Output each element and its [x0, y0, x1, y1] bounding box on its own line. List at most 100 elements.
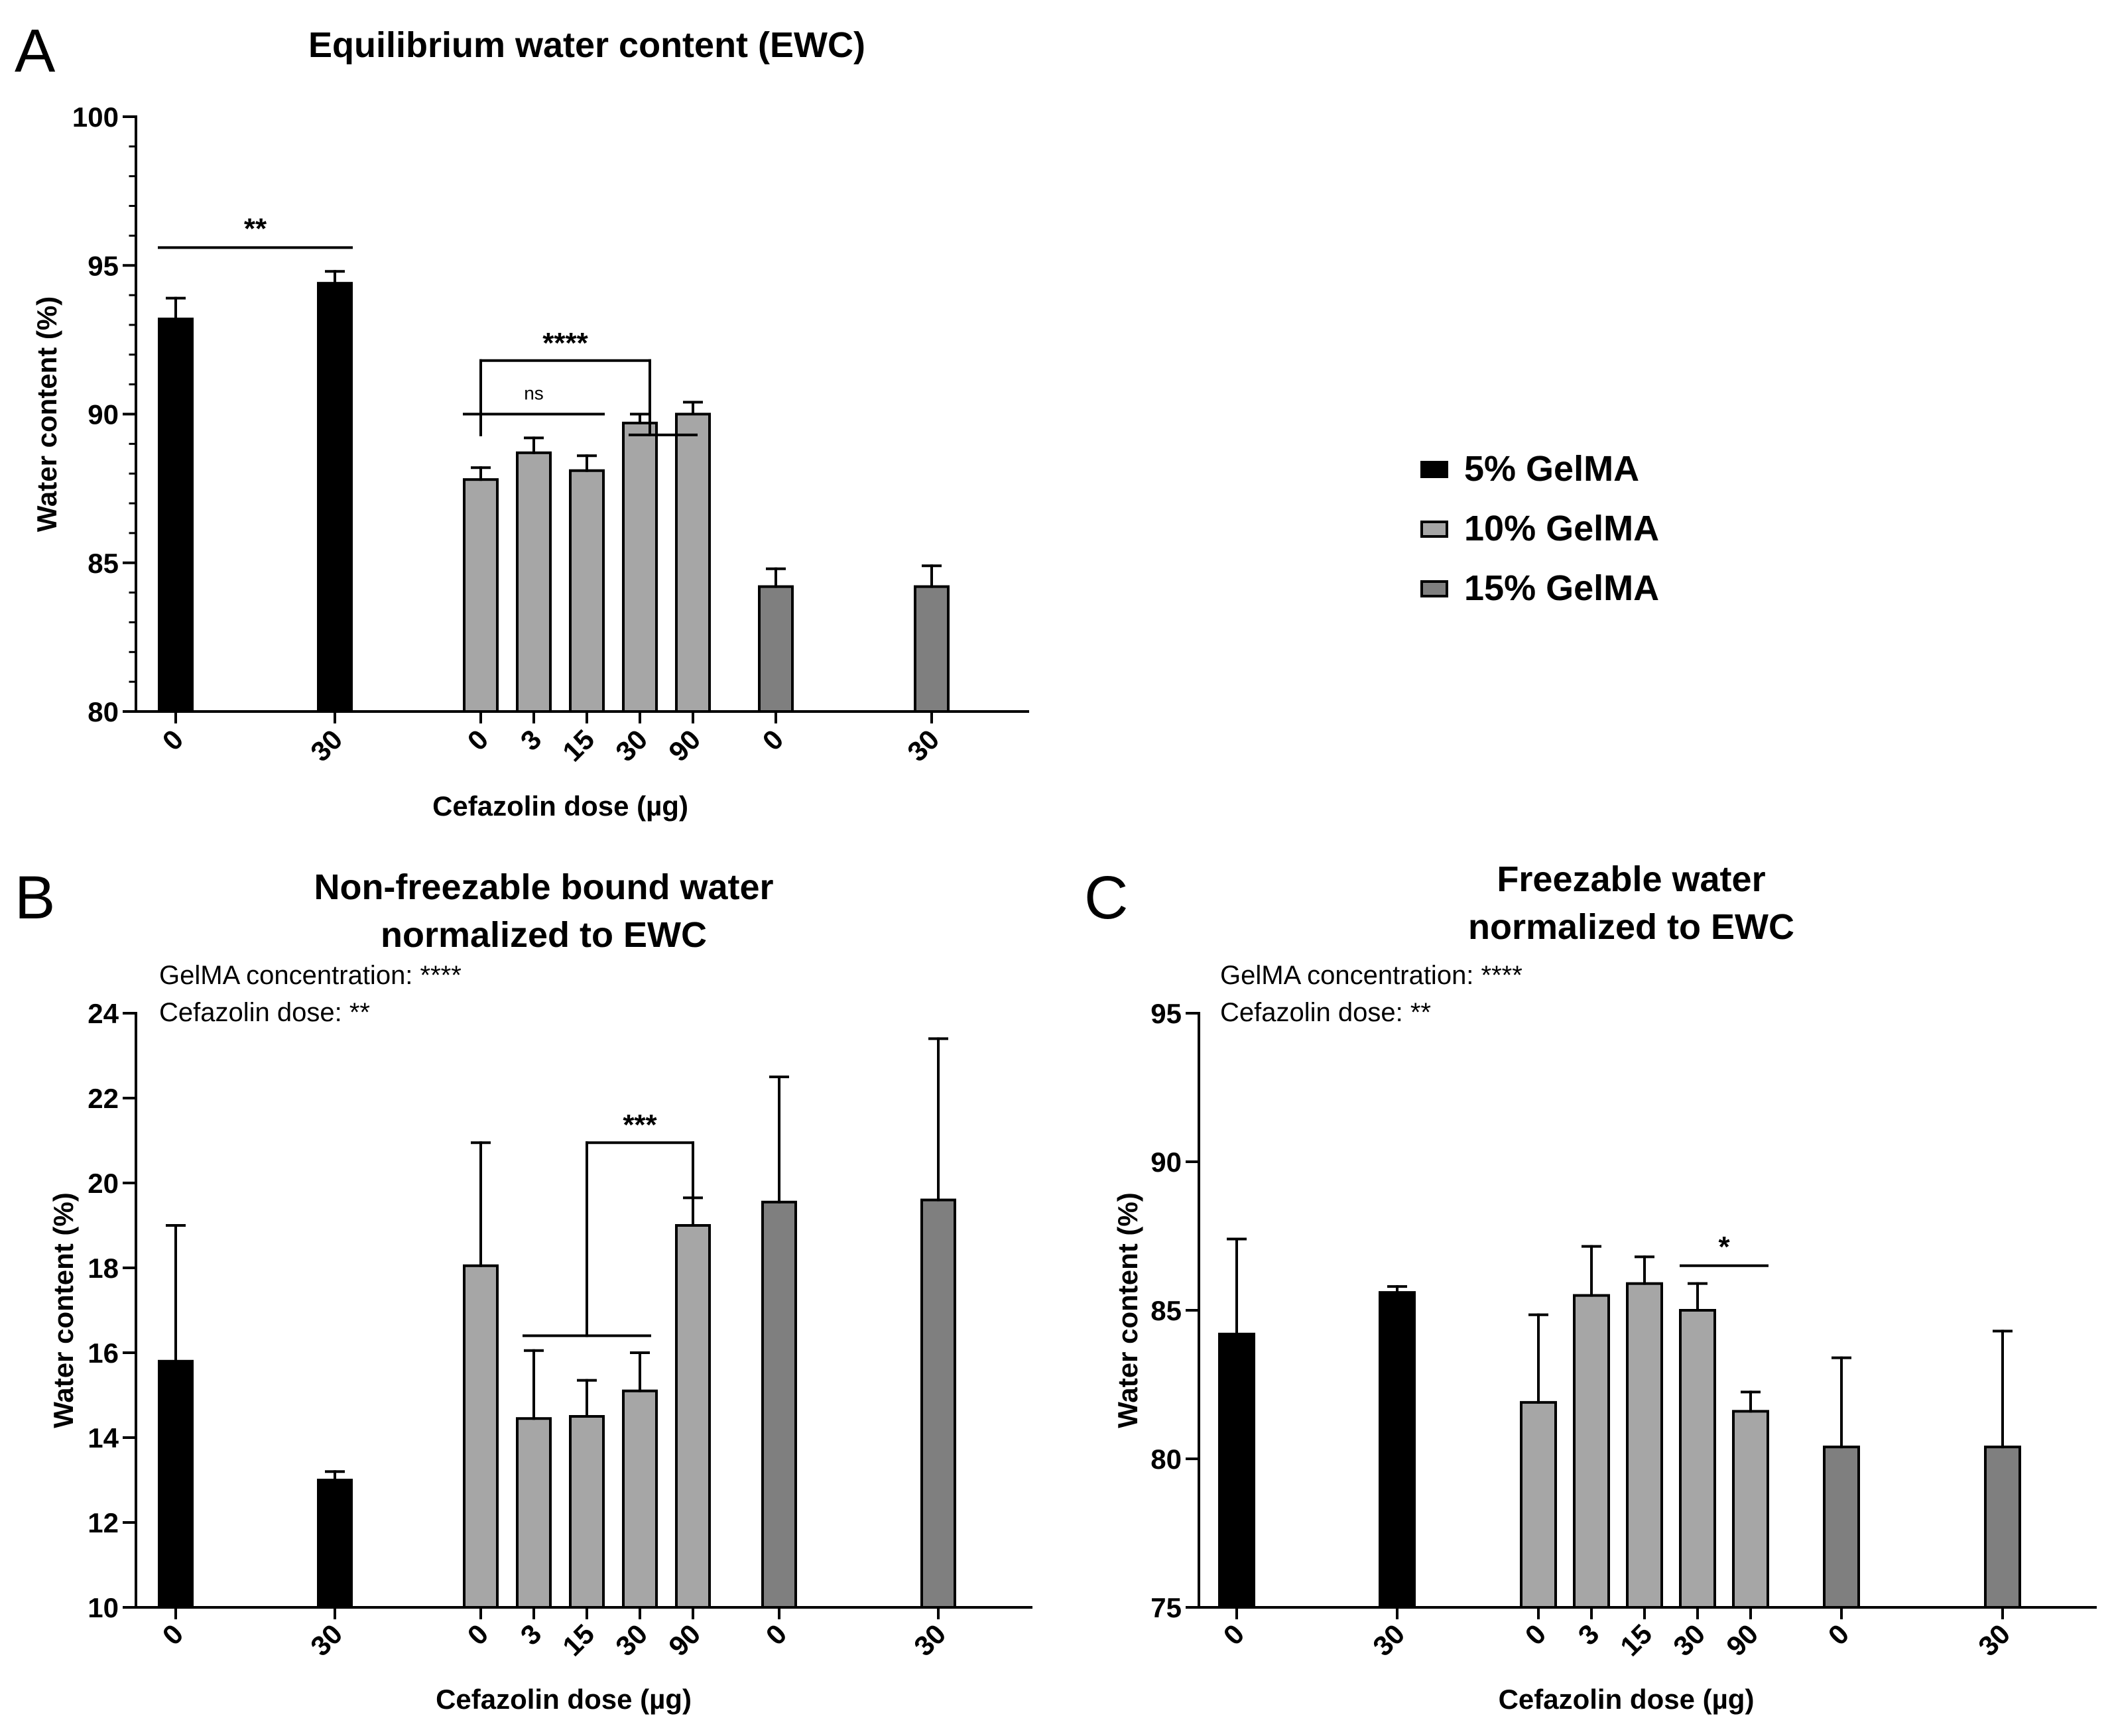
x-tick-label: 30 [609, 1618, 653, 1662]
bar [516, 451, 552, 713]
y-tick-label: 20 [88, 1168, 119, 1199]
significance-label: ** [244, 212, 267, 245]
bar [463, 1264, 499, 1609]
bar [463, 478, 499, 713]
legend-swatch [1420, 580, 1448, 597]
y-tick-label: 80 [1150, 1444, 1182, 1475]
y-tick-label: 18 [88, 1253, 119, 1284]
panel-letter: B [15, 864, 55, 932]
bar [569, 1415, 605, 1609]
y-tick-label: 100 [72, 101, 119, 133]
panel-letter: C [1084, 864, 1128, 932]
legend: 5% GelMA 10% GelMA 15% GelMA [1420, 449, 1659, 608]
bar [675, 1224, 711, 1609]
chart-title-line: normalized to EWC [1468, 907, 1794, 947]
legend-swatch [1420, 461, 1448, 478]
y-tick-label: 10 [88, 1592, 119, 1623]
x-tick-label: 0 [1217, 1618, 1251, 1651]
panel-letter: A [15, 17, 56, 85]
x-tick-label: 3 [1572, 1618, 1605, 1651]
x-axis-label: Cefazolin dose (µg) [1499, 1684, 1755, 1715]
x-tick-label: 90 [1720, 1618, 1764, 1662]
x-tick-label: 0 [760, 1618, 793, 1651]
bar [1732, 1410, 1769, 1609]
bar [1379, 1291, 1416, 1609]
bar [516, 1417, 552, 1609]
y-tick-label: 22 [88, 1083, 119, 1114]
x-tick-label: 0 [462, 723, 495, 757]
y-tick-label: 90 [1150, 1147, 1182, 1178]
bar [158, 1359, 194, 1609]
bar [914, 585, 950, 713]
stats-note: GelMA concentration: **** [159, 961, 462, 990]
y-axis-label: Water content (%) [31, 296, 62, 532]
y-tick-label: 12 [88, 1507, 119, 1538]
y-tick-label: 24 [88, 998, 119, 1029]
x-tick-label: 30 [1667, 1618, 1711, 1662]
bar [317, 1479, 353, 1609]
x-tick-label: 15 [1614, 1618, 1658, 1662]
bar [758, 585, 794, 713]
y-tick-label: 75 [1150, 1592, 1182, 1623]
x-axis-label: Cefazolin dose (µg) [432, 790, 688, 822]
x-tick-label: 30 [304, 723, 348, 767]
stats-note: Cefazolin dose: ** [159, 998, 370, 1027]
x-tick-label: 90 [662, 723, 706, 767]
chart-title-line: normalized to EWC [381, 915, 707, 955]
y-tick-label: 95 [1150, 998, 1182, 1029]
x-tick-label: 15 [556, 1618, 600, 1662]
stats-note: GelMA concentration: **** [1220, 961, 1522, 990]
bar [622, 1389, 658, 1609]
legend-label: 10% GelMA [1464, 509, 1659, 548]
significance-label: **** [542, 327, 588, 359]
y-axis-label: Water content (%) [48, 1192, 79, 1428]
y-tick-label: 85 [88, 548, 119, 579]
bar [675, 412, 711, 713]
x-tick-label: 0 [462, 1618, 495, 1651]
bar [1679, 1309, 1716, 1609]
bar [1573, 1294, 1610, 1609]
x-tick-label: 30 [1972, 1618, 2016, 1662]
bar [1520, 1400, 1557, 1609]
legend-swatch [1420, 521, 1448, 538]
x-tick-label: 0 [156, 1618, 190, 1651]
chart-title-line: Equilibrium water content (EWC) [308, 25, 865, 65]
x-tick-label: 30 [1367, 1618, 1410, 1662]
bar [569, 469, 605, 713]
x-axis-label: Cefazolin dose (µg) [436, 1684, 692, 1715]
x-tick-label: 0 [1822, 1618, 1855, 1651]
significance-label: ns [524, 383, 544, 404]
x-tick-label: 0 [757, 723, 790, 757]
bar [1984, 1446, 2021, 1609]
y-tick-label: 85 [1150, 1295, 1182, 1326]
y-tick-label: 16 [88, 1337, 119, 1369]
x-tick-label: 3 [515, 1618, 548, 1651]
chart-title-line: Non-freezable bound water [314, 867, 773, 907]
bar [1626, 1282, 1663, 1609]
y-tick-label: 14 [88, 1422, 119, 1454]
x-tick-label: 0 [156, 723, 190, 757]
y-tick-label: 80 [88, 696, 119, 727]
bar [761, 1200, 797, 1609]
panel-a: A Equilibrium water content (EWC) 80 85 90 95… [15, 17, 1029, 822]
bar [1218, 1332, 1255, 1609]
bar [317, 282, 353, 713]
x-tick-label: 30 [901, 723, 945, 767]
y-axis-label: Water content (%) [1112, 1192, 1143, 1428]
x-tick-label: 90 [662, 1618, 706, 1662]
legend-label: 5% GelMA [1464, 449, 1639, 489]
x-tick-label: 30 [908, 1618, 952, 1662]
legend-label: 15% GelMA [1464, 568, 1659, 608]
panel-c: C Freezable water normalized to EWC GelMA c… [1084, 859, 2097, 1715]
significance-label: * [1718, 1231, 1730, 1263]
bar [622, 421, 658, 713]
y-tick-label: 90 [88, 399, 119, 430]
x-tick-label: 30 [609, 723, 653, 767]
bar [920, 1198, 956, 1609]
bar [1823, 1446, 1860, 1609]
chart-title-line: Freezable water [1497, 859, 1765, 899]
x-tick-label: 15 [556, 723, 600, 767]
y-tick-label: 95 [88, 250, 119, 281]
significance-label: *** [623, 1109, 657, 1141]
